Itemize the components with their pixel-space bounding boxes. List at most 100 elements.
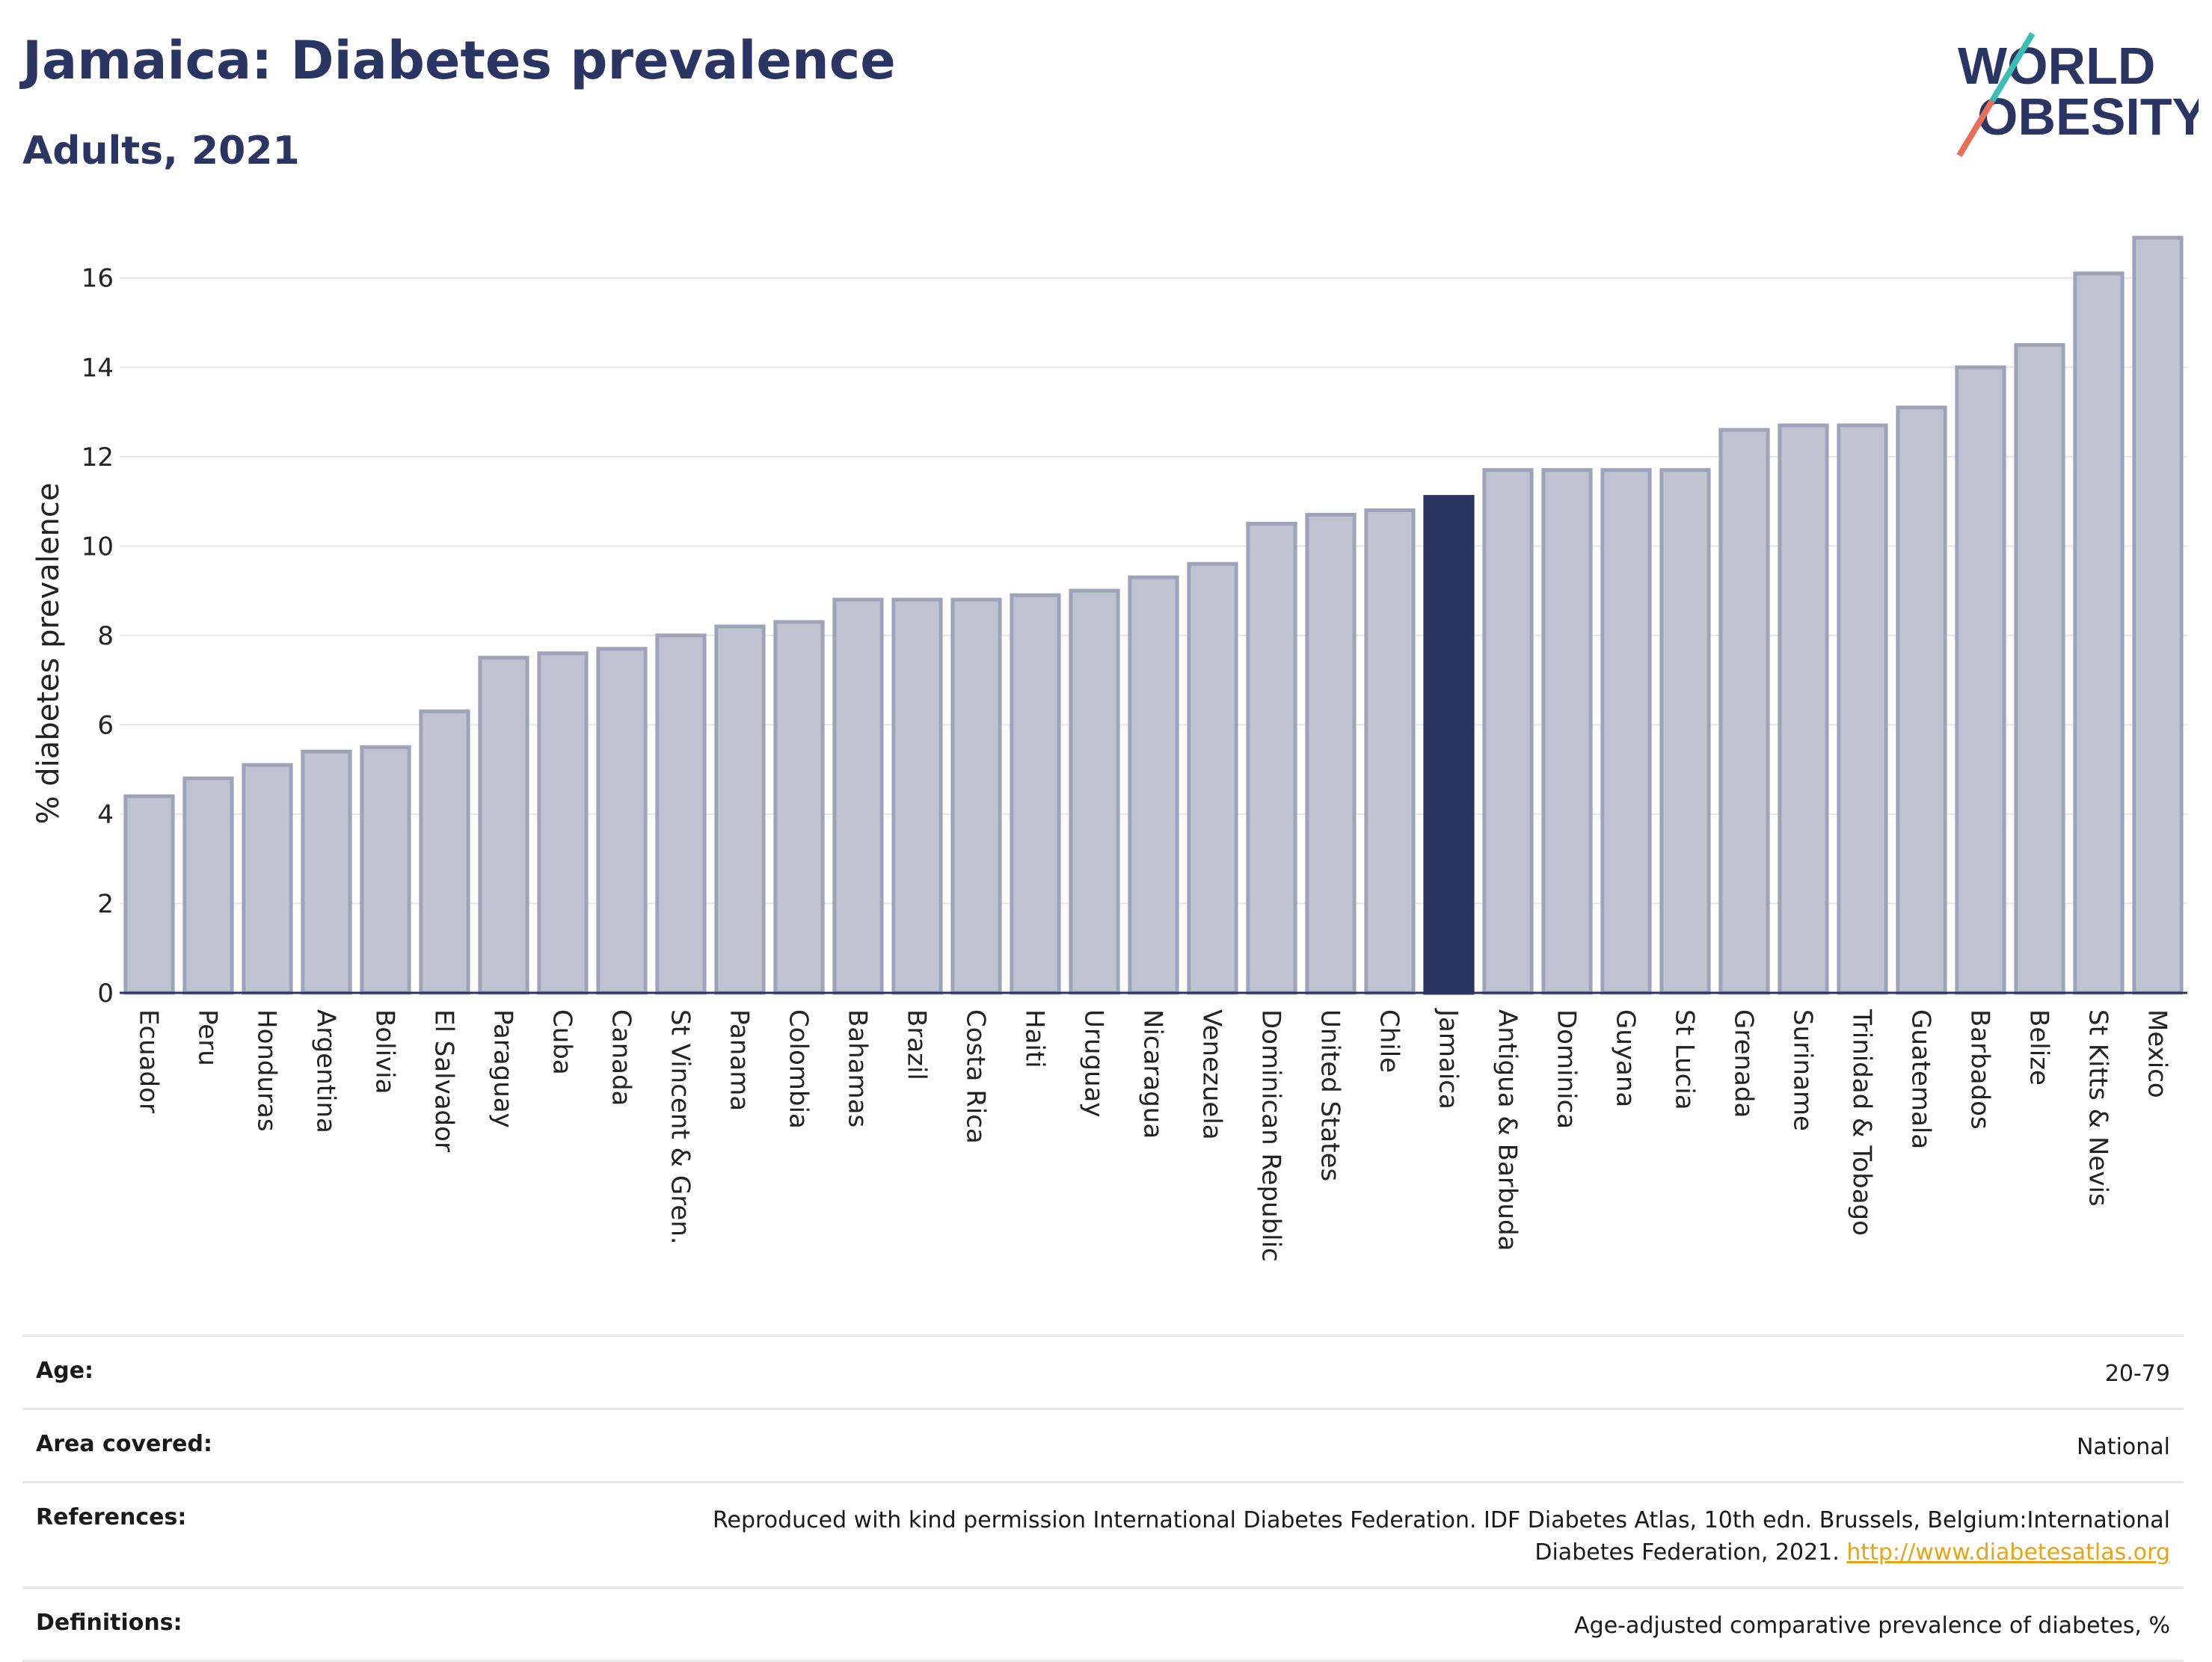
bar-st-vincent-gren- bbox=[655, 633, 707, 995]
bar-guatemala bbox=[1896, 405, 1947, 995]
bar-st-kitts-nevis bbox=[2073, 271, 2125, 995]
bar-dominica bbox=[1541, 468, 1593, 995]
bar-ecuador bbox=[123, 794, 175, 995]
logo-accent-red bbox=[1956, 99, 1995, 158]
bar-belize bbox=[2014, 342, 2065, 995]
bar-peru bbox=[182, 776, 234, 995]
bar-el-salvador bbox=[419, 709, 470, 995]
y-axis-ticks: 0 2 4 6 8 10 12 14 16 bbox=[82, 264, 114, 1009]
info-row: References: Reproduced with kind permissi… bbox=[22, 1481, 2184, 1586]
bar-haiti bbox=[1010, 593, 1061, 995]
info-row: Area covered: National bbox=[22, 1408, 2184, 1481]
bar-united-states bbox=[1305, 512, 1357, 995]
x-tick-label: Barbados bbox=[1965, 1009, 1995, 1130]
x-tick-label: Nicaragua bbox=[1138, 1009, 1168, 1139]
x-tick-label: United States bbox=[1315, 1009, 1345, 1181]
y-tick-label: 2 bbox=[97, 889, 114, 919]
bar-mexico bbox=[2132, 236, 2184, 995]
info-label: References: bbox=[36, 1504, 187, 1530]
bar-chart: 0 2 4 6 8 10 12 14 16 Ecuador Peru Honduras Argenti… bbox=[31, 236, 2187, 1262]
x-tick-label: Honduras bbox=[252, 1009, 282, 1132]
info-value: Reproduced with kind permission Internat… bbox=[713, 1507, 2170, 1566]
bar-grenada bbox=[1718, 428, 1770, 995]
x-tick-label: Bahamas bbox=[843, 1009, 873, 1127]
info-row: Definitions: Age-adjusted comparative pre… bbox=[22, 1586, 2184, 1662]
logo-text-world: WORLD bbox=[1958, 37, 2155, 95]
chart-title: Jamaica: Diabetes prevalence bbox=[22, 30, 896, 91]
info-label: Area covered: bbox=[36, 1431, 212, 1457]
bar-chile bbox=[1364, 508, 1416, 995]
bar-canada bbox=[596, 647, 648, 995]
info-row: Age: 20-79 bbox=[22, 1335, 2184, 1408]
reference-link[interactable]: http://www.diabetesatlas.org bbox=[1846, 1539, 2170, 1566]
info-label: Age: bbox=[36, 1358, 94, 1384]
bar-guyana bbox=[1600, 468, 1652, 995]
bar-cuba bbox=[537, 651, 589, 995]
x-tick-label: Ecuador bbox=[134, 1009, 164, 1113]
logo-accent-teal bbox=[1989, 31, 2036, 103]
x-tick-label: Mexico bbox=[2142, 1009, 2172, 1098]
bar-paraguay bbox=[478, 656, 529, 995]
bar-antigua-barbuda bbox=[1482, 468, 1534, 995]
chart-subtitle: Adults, 2021 bbox=[22, 129, 300, 173]
info-value: 20-79 bbox=[2104, 1361, 2170, 1387]
x-tick-label: Chile bbox=[1374, 1009, 1404, 1073]
y-tick-label: 16 bbox=[82, 264, 114, 294]
x-tick-label: Colombia bbox=[784, 1009, 814, 1129]
x-tick-label: Antigua & Barbuda bbox=[1493, 1009, 1523, 1251]
info-label: Definitions: bbox=[36, 1610, 182, 1636]
x-tick-label: Suriname bbox=[1788, 1009, 1818, 1131]
x-tick-label: Canada bbox=[606, 1009, 636, 1106]
x-tick-label: Guyana bbox=[1611, 1009, 1641, 1107]
bar-bahamas bbox=[832, 597, 884, 995]
bar-brazil bbox=[891, 597, 943, 995]
bar-uruguay bbox=[1069, 588, 1120, 995]
x-tick-label: Bolivia bbox=[370, 1009, 400, 1094]
bar-barbados bbox=[1955, 365, 2006, 995]
y-axis-label: % diabetes prevalence bbox=[31, 482, 66, 824]
bar-venezuela bbox=[1187, 561, 1238, 995]
bar-nicaragua bbox=[1128, 575, 1179, 995]
x-tick-label: Peru bbox=[193, 1009, 223, 1066]
x-axis-labels: Ecuador Peru Honduras Argentina Bolivia El Sa… bbox=[134, 1008, 2172, 1262]
info-value: Age-adjusted comparative prevalence of d… bbox=[1574, 1613, 2170, 1639]
x-tick-label: Jamaica bbox=[1434, 1008, 1463, 1109]
x-tick-label: Dominican Republic bbox=[1256, 1009, 1286, 1262]
x-tick-label: Trinidad & Tobago bbox=[1847, 1009, 1877, 1236]
world-obesity-logo: WORLD OBESITY bbox=[1956, 31, 2199, 158]
bars bbox=[123, 236, 2184, 995]
x-tick-label: Belize bbox=[2024, 1009, 2054, 1086]
bar-st-lucia bbox=[1659, 468, 1711, 995]
bar-suriname bbox=[1778, 423, 1829, 995]
bar-honduras bbox=[242, 763, 293, 995]
bar-dominican-republic bbox=[1246, 521, 1297, 995]
x-tick-label: Panama bbox=[725, 1009, 755, 1111]
y-tick-label: 6 bbox=[97, 710, 114, 740]
x-tick-label: St Kitts & Nevis bbox=[2083, 1009, 2113, 1207]
bar-colombia bbox=[773, 620, 825, 995]
bar-jamaica bbox=[1423, 495, 1475, 995]
bar-costa-rica bbox=[950, 597, 1002, 995]
logo-text-obesity: OBESITY bbox=[1977, 87, 2199, 146]
x-tick-label: Uruguay bbox=[1079, 1009, 1109, 1118]
y-tick-label: 0 bbox=[97, 979, 114, 1009]
info-table: Age: 20-79 Area covered: National References… bbox=[22, 1335, 2184, 1662]
y-tick-label: 8 bbox=[97, 621, 114, 651]
x-tick-label: Costa Rica bbox=[961, 1009, 991, 1144]
x-tick-label: Cuba bbox=[547, 1009, 577, 1075]
x-tick-label: Guatemala bbox=[1906, 1009, 1936, 1149]
x-tick-label: Grenada bbox=[1729, 1009, 1759, 1118]
x-tick-label: Argentina bbox=[311, 1009, 341, 1133]
bar-trinidad-tobago bbox=[1837, 423, 1888, 995]
bar-argentina bbox=[301, 749, 352, 995]
bar-panama bbox=[714, 624, 766, 995]
x-tick-label: Paraguay bbox=[488, 1009, 518, 1128]
x-tick-label: St Lucia bbox=[1670, 1009, 1700, 1110]
y-tick-label: 4 bbox=[97, 800, 114, 830]
y-tick-label: 14 bbox=[82, 353, 114, 383]
x-tick-label: St Vincent & Gren. bbox=[666, 1009, 695, 1245]
x-tick-label: Brazil bbox=[902, 1009, 932, 1080]
x-tick-label: Haiti bbox=[1020, 1009, 1050, 1068]
y-tick-label: 12 bbox=[82, 443, 114, 473]
info-value: National bbox=[2076, 1434, 2170, 1460]
